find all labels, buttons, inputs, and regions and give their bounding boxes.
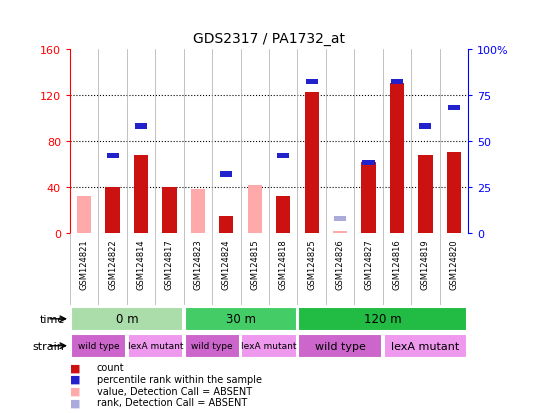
Bar — [363, 161, 374, 166]
Text: GSM124824: GSM124824 — [222, 239, 231, 290]
Bar — [334, 216, 346, 221]
Text: rank, Detection Call = ABSENT: rank, Detection Call = ABSENT — [97, 397, 247, 407]
Bar — [298, 334, 382, 358]
Bar — [107, 154, 119, 159]
Text: time: time — [39, 314, 65, 324]
Text: GDS2317 / PA1732_at: GDS2317 / PA1732_at — [193, 31, 345, 45]
Bar — [418, 155, 433, 233]
Bar — [242, 334, 296, 358]
Text: 120 m: 120 m — [364, 313, 401, 325]
Bar — [247, 185, 262, 233]
Bar — [71, 307, 183, 331]
Bar — [419, 124, 431, 129]
Text: 0 m: 0 m — [116, 313, 138, 325]
Bar — [447, 153, 461, 233]
Bar — [277, 154, 289, 159]
Bar — [185, 334, 240, 358]
Text: count: count — [97, 363, 124, 373]
Bar — [162, 188, 176, 233]
Text: GSM124818: GSM124818 — [279, 239, 288, 290]
Text: lexA mutant: lexA mutant — [241, 342, 297, 350]
Bar — [134, 155, 148, 233]
Text: GSM124816: GSM124816 — [392, 239, 401, 290]
Bar — [220, 216, 233, 233]
Bar — [390, 84, 404, 233]
Bar — [306, 80, 318, 85]
Text: wild type: wild type — [315, 341, 365, 351]
Bar — [362, 162, 376, 233]
Text: wild type: wild type — [77, 342, 119, 350]
Bar — [391, 80, 403, 85]
Bar — [384, 334, 467, 358]
Text: GSM124825: GSM124825 — [307, 239, 316, 290]
Text: ■: ■ — [70, 363, 81, 373]
Text: GSM124827: GSM124827 — [364, 239, 373, 290]
Bar — [135, 124, 147, 129]
Text: GSM124823: GSM124823 — [193, 239, 202, 290]
Text: GSM124819: GSM124819 — [421, 239, 430, 290]
Text: GSM124814: GSM124814 — [137, 239, 146, 290]
Bar — [128, 334, 183, 358]
Bar — [77, 197, 91, 233]
Text: percentile rank within the sample: percentile rank within the sample — [97, 374, 262, 384]
Text: GSM124815: GSM124815 — [250, 239, 259, 290]
Bar — [105, 188, 119, 233]
Bar — [333, 231, 347, 233]
Text: GSM124817: GSM124817 — [165, 239, 174, 290]
Text: GSM124820: GSM124820 — [449, 239, 458, 290]
Bar — [71, 334, 126, 358]
Text: ■: ■ — [70, 374, 81, 384]
Text: lexA mutant: lexA mutant — [128, 342, 183, 350]
Bar — [191, 190, 205, 233]
Text: GSM124821: GSM124821 — [80, 239, 89, 290]
Text: strain: strain — [33, 341, 65, 351]
Text: ■: ■ — [70, 397, 81, 407]
Text: 30 m: 30 m — [225, 313, 256, 325]
Bar — [448, 106, 460, 111]
Text: value, Detection Call = ABSENT: value, Detection Call = ABSENT — [97, 386, 252, 396]
Bar — [276, 197, 291, 233]
Bar — [185, 307, 296, 331]
Bar — [305, 93, 318, 233]
Text: GSM124826: GSM124826 — [336, 239, 345, 290]
Text: lexA mutant: lexA mutant — [391, 341, 459, 351]
Bar — [220, 172, 232, 177]
Text: wild type: wild type — [192, 342, 233, 350]
Text: ■: ■ — [70, 386, 81, 396]
Text: GSM124822: GSM124822 — [108, 239, 117, 290]
Bar — [298, 307, 467, 331]
